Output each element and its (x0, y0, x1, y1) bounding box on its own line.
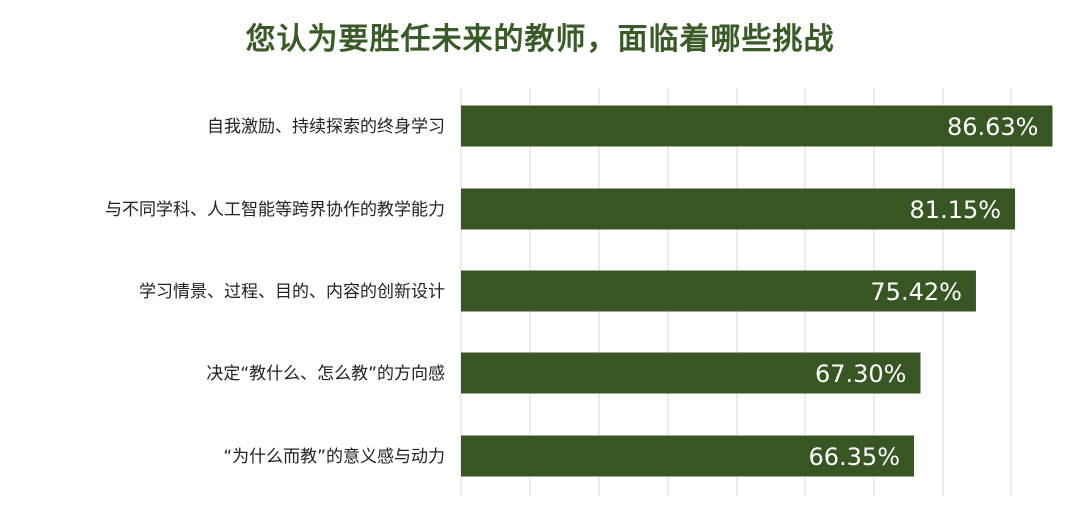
bar-2 (461, 270, 976, 312)
category-label-0: 自我激励、持续探索的终身学习 (207, 117, 445, 137)
bar-1 (461, 188, 1016, 230)
bar-4 (461, 435, 915, 477)
bar-value-label-1: 81.15% (910, 196, 1002, 224)
bar-value-label-3: 67.30% (815, 360, 907, 388)
bar-value-label-0: 86.63% (947, 113, 1039, 141)
chart-title: 您认为要胜任未来的教师，面临着哪些挑战 (245, 22, 835, 57)
category-label-2: 学习情景、过程、目的、内容的创新设计 (139, 282, 445, 302)
category-label-4: “为什么而教”的意义感与动力 (223, 447, 445, 467)
category-label-3: 决定“教什么、怎么教”的方向感 (206, 364, 445, 384)
bar-3 (461, 352, 921, 394)
category-label-1: 与不同学科、人工智能等跨界协作的教学能力 (105, 200, 445, 220)
bar-value-label-4: 66.35% (808, 443, 900, 471)
bar-0 (461, 105, 1053, 147)
bar-value-label-2: 75.42% (870, 278, 962, 306)
